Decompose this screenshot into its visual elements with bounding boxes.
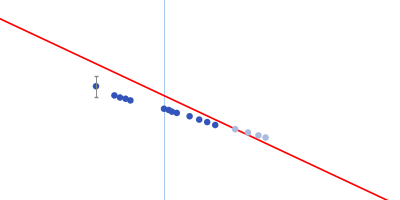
Point	[93, 85, 99, 88]
Point	[174, 111, 180, 115]
Point	[111, 94, 118, 97]
Point	[117, 96, 123, 99]
Point	[262, 136, 269, 139]
Point	[169, 110, 175, 113]
Point	[255, 134, 262, 137]
Point	[196, 118, 202, 121]
Point	[161, 107, 167, 110]
Point	[204, 120, 210, 124]
Point	[245, 131, 251, 134]
Point	[186, 115, 193, 118]
Point	[166, 108, 172, 112]
Point	[232, 128, 238, 131]
Point	[212, 123, 218, 127]
Point	[122, 97, 129, 100]
Point	[127, 99, 134, 102]
